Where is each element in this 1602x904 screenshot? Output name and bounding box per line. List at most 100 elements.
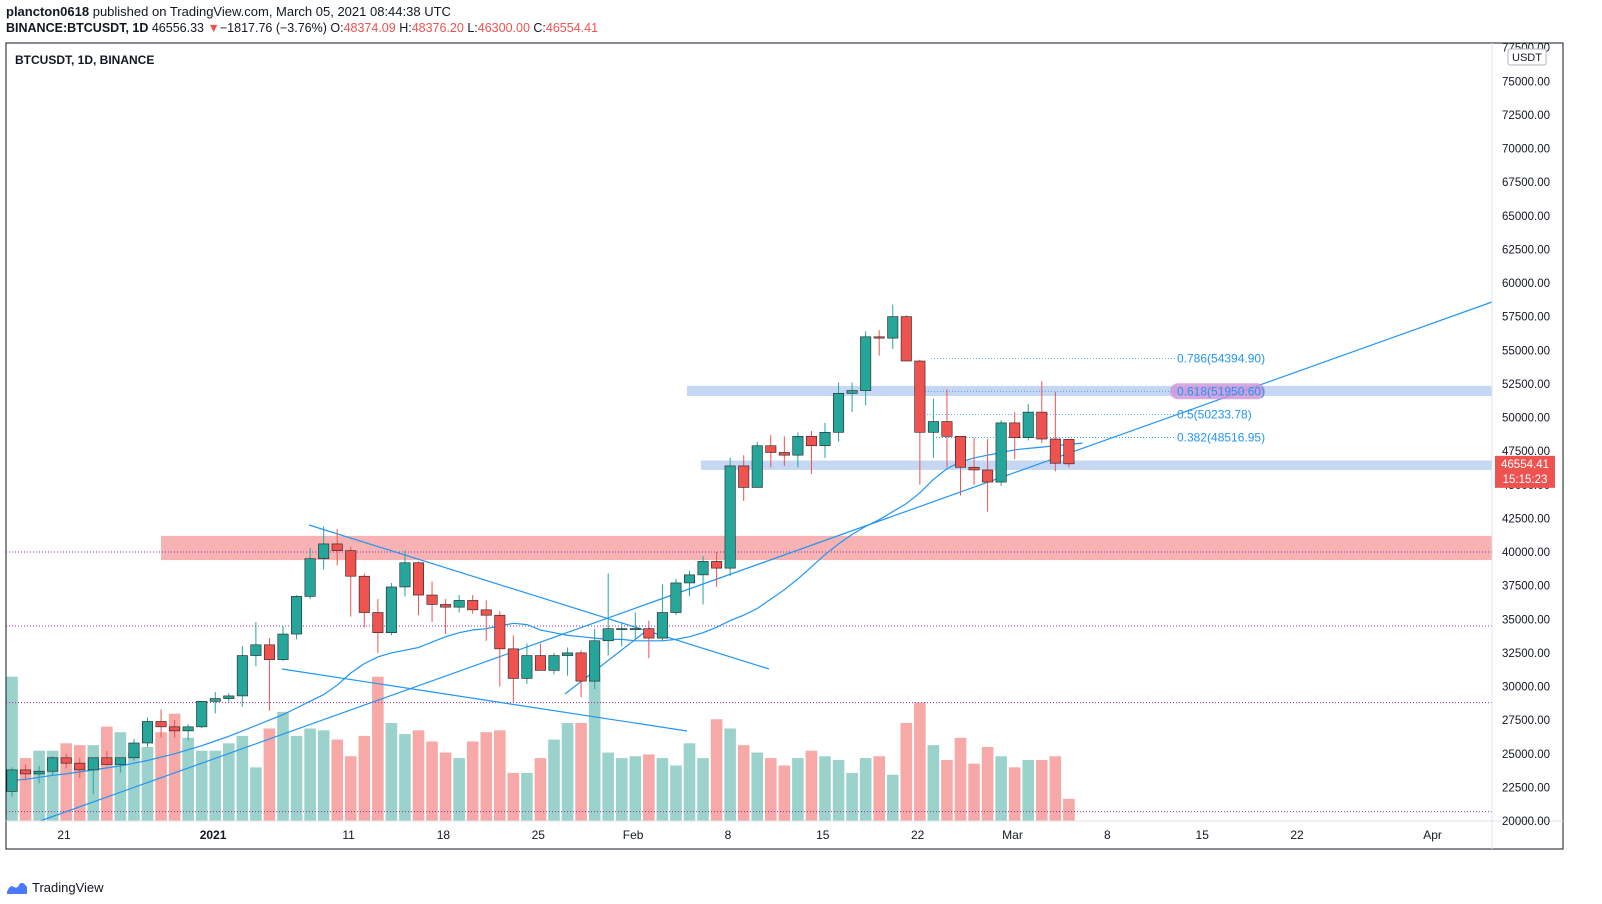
candle — [263, 638, 275, 711]
volume-bar — [263, 728, 276, 821]
volume-bar — [1008, 767, 1021, 821]
candle-body — [792, 436, 804, 456]
high-label: H: — [399, 21, 412, 35]
candle-body — [480, 609, 492, 616]
volume-bar — [46, 750, 59, 821]
candle — [453, 595, 465, 613]
ohlc-line: BINANCE:BTCUSDT, 1D 46556.33 ▼−1817.76 (… — [6, 21, 598, 35]
candle — [589, 628, 601, 690]
candle-body — [575, 652, 587, 682]
time-tick-label: 2021 — [200, 828, 227, 842]
candle-body — [534, 655, 546, 671]
volume-bar — [6, 676, 18, 821]
candle — [250, 621, 262, 667]
volume-bar — [859, 758, 872, 821]
countdown-label: 15:15:23 — [1503, 474, 1548, 486]
candle-body — [399, 562, 411, 588]
candle — [87, 757, 99, 795]
candle — [236, 646, 248, 707]
brand-label: TradingView — [32, 880, 104, 895]
candle-body — [426, 594, 438, 605]
candle-body — [819, 431, 831, 447]
candle-body — [833, 392, 845, 433]
candle-body — [440, 604, 452, 608]
candle — [616, 623, 628, 647]
last-price-label: 46554.41 — [1501, 459, 1549, 471]
candle — [114, 757, 126, 773]
volume-bar — [195, 750, 208, 821]
price-tick-label: 40000.00 — [1502, 547, 1550, 559]
tradingview-brand[interactable]: TradingView — [6, 880, 104, 895]
candle — [331, 529, 343, 566]
volume-bar — [453, 758, 465, 821]
candle-body — [453, 600, 465, 608]
axes-layer: 20000.00 22500.00 25000.00 27500.00 30000.00… — [5, 42, 1564, 850]
candle-body — [318, 543, 330, 560]
candle — [575, 650, 587, 698]
candle — [629, 612, 641, 640]
candle — [643, 620, 655, 659]
candle — [358, 573, 370, 628]
wedge-upper-line — [308, 524, 770, 670]
candle — [480, 600, 492, 641]
candle-body — [358, 575, 370, 613]
time-tick-label: 22 — [911, 828, 925, 842]
candles-layer — [6, 304, 1075, 797]
volume-bar — [250, 767, 262, 821]
candle — [900, 315, 912, 362]
volume-bar — [941, 759, 953, 821]
volume-bar — [1022, 759, 1035, 821]
candle — [534, 643, 546, 671]
candle-body — [589, 640, 601, 682]
price-tick-label: 62500.00 — [1502, 244, 1550, 256]
volume-bar — [480, 732, 493, 821]
fib-label: 0.786(54394.90) — [1177, 351, 1265, 365]
candle-body — [74, 762, 86, 771]
candle — [927, 398, 939, 458]
candle-body — [846, 390, 858, 394]
candle — [412, 561, 424, 616]
candle-body — [331, 543, 343, 551]
volume-bar — [778, 765, 791, 821]
volume-bar — [494, 730, 506, 821]
candle — [507, 635, 519, 703]
breakout-line — [564, 627, 651, 695]
candle — [738, 455, 750, 501]
candle-body — [602, 628, 614, 642]
fib-label: 0.5(50233.78) — [1177, 407, 1252, 421]
time-tick-label: 11 — [342, 828, 355, 842]
candle — [223, 693, 235, 703]
candle — [196, 700, 208, 729]
candle-body — [196, 700, 208, 728]
volume-bar — [805, 750, 818, 821]
candle-body — [521, 655, 533, 679]
candle-body — [860, 336, 872, 391]
candle-body — [494, 614, 506, 650]
price-tick-label: 57500.00 — [1502, 312, 1550, 324]
volume-bar — [304, 728, 316, 821]
candle-body — [1036, 411, 1048, 440]
support-zone — [701, 460, 1492, 470]
open-value: 48374.09 — [343, 21, 396, 35]
candle-body — [765, 445, 777, 453]
candle-body — [263, 644, 275, 660]
candle — [751, 441, 763, 488]
fib-label: 0.618(51950.60) — [1177, 384, 1265, 398]
fib-label: 0.382(48516.95) — [1177, 430, 1265, 444]
zones-layer — [161, 385, 1492, 561]
volume-bar — [439, 752, 452, 821]
volume-bar — [236, 735, 249, 821]
volume-bar — [521, 772, 533, 821]
candle-body — [995, 422, 1007, 483]
last-price-tag — [1495, 455, 1555, 488]
candle — [385, 582, 397, 636]
candle — [1009, 412, 1021, 460]
price-tick-label: 37500.00 — [1502, 581, 1550, 593]
close-label: C: — [533, 21, 546, 35]
volume-bar — [290, 735, 303, 821]
volume-bar — [900, 722, 913, 821]
candle-body — [169, 726, 181, 732]
ascending-trendline — [39, 301, 1493, 822]
candle — [805, 430, 817, 474]
